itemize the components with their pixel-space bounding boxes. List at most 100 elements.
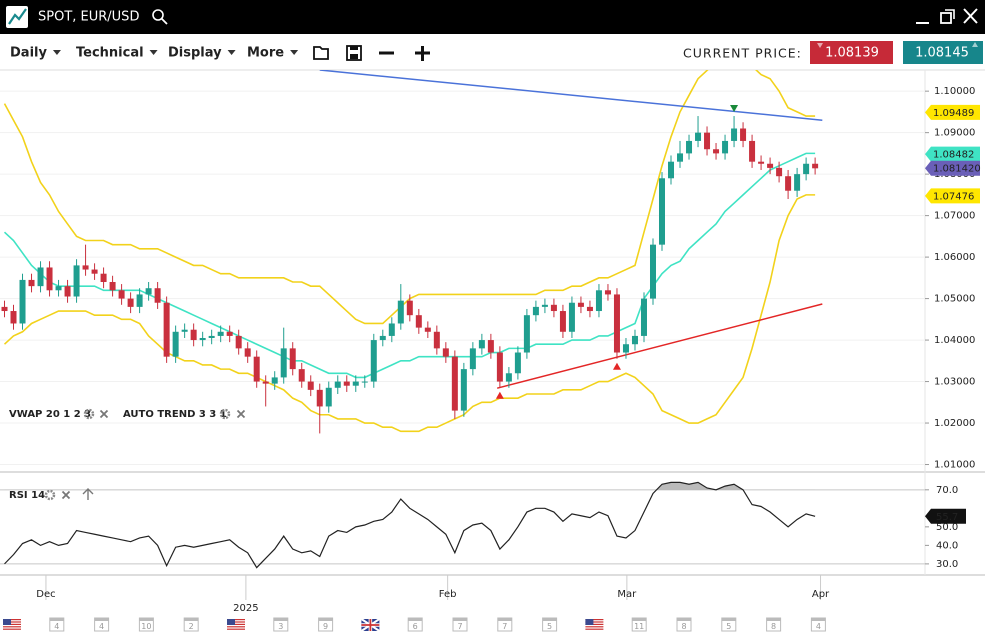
calendar-top	[453, 618, 467, 621]
flag-canton	[227, 619, 235, 625]
y-tick-label: 1.04000	[934, 335, 975, 346]
event-icon[interactable]	[227, 619, 245, 630]
menu-button[interactable]: More	[247, 46, 299, 61]
candle-body	[217, 331, 224, 336]
flag-stripe	[585, 626, 604, 628]
candle-body	[127, 298, 134, 307]
close-button[interactable]	[963, 8, 978, 24]
candle-body	[451, 356, 458, 411]
remove-icon[interactable]	[236, 409, 246, 419]
zoom-in-button[interactable]	[415, 46, 430, 61]
candle-body	[803, 163, 810, 175]
restore-button[interactable]	[940, 9, 955, 24]
buy-button[interactable]: 1.08145	[903, 41, 983, 64]
candle-body	[568, 302, 575, 332]
candle-body	[677, 153, 684, 162]
menu-button[interactable]: Daily	[10, 46, 61, 61]
save-button[interactable]	[346, 45, 362, 61]
rsi-line	[4, 481, 816, 569]
y-tick-label: 30.0	[936, 559, 958, 570]
y-tick-label: 1.01000	[934, 460, 975, 471]
candle-body	[19, 279, 26, 324]
event-label: 6	[413, 622, 418, 631]
event-icon[interactable]	[360, 618, 380, 632]
candle-body	[541, 304, 548, 307]
menu-button[interactable]: Technical	[76, 46, 158, 61]
event-icon[interactable]: 4	[810, 617, 826, 632]
event-icon[interactable]: 9	[318, 617, 334, 632]
calendar-top	[49, 618, 64, 621]
settings-icon[interactable]	[44, 489, 56, 501]
event-icon[interactable]: 3	[273, 617, 289, 632]
price-tag-label: 1.07476	[933, 191, 974, 202]
candle-body	[46, 267, 53, 291]
event-icon[interactable]: 5	[721, 617, 737, 632]
candle-body	[767, 163, 774, 168]
event-icon[interactable]: 11	[631, 617, 647, 632]
candle-body	[172, 331, 179, 357]
remove-icon[interactable]	[99, 409, 109, 419]
event-icon[interactable]: 4	[49, 617, 65, 632]
candle-body	[704, 132, 711, 150]
indicator-line	[3, 152, 816, 379]
price-tag	[925, 104, 980, 120]
candle-body	[388, 323, 395, 336]
ask-price: 1.08145	[915, 46, 969, 61]
open-button[interactable]	[313, 46, 329, 60]
event-icon[interactable]	[585, 619, 604, 630]
event-icon[interactable]: 10	[138, 617, 154, 632]
candle-body	[505, 373, 512, 382]
logo-line	[8, 8, 27, 25]
search-button[interactable]	[152, 9, 168, 25]
candle-body	[100, 273, 107, 282]
event-icon[interactable]: 7	[452, 617, 468, 632]
x-tick-label: Apr	[812, 589, 830, 600]
candle-body	[244, 348, 251, 357]
remove-icon[interactable]	[61, 490, 71, 500]
price-tag-label: 1.081420	[933, 164, 981, 175]
event-label: 8	[771, 622, 776, 631]
signal-marker	[612, 362, 621, 370]
candle-body	[91, 269, 98, 274]
candle-body	[415, 315, 422, 328]
event-icon[interactable]: 8	[676, 617, 692, 632]
candle-body	[136, 294, 143, 307]
candle-body	[686, 140, 693, 154]
signal-marker	[495, 391, 504, 399]
price-tag-label: 1.09489	[933, 108, 974, 119]
event-icon[interactable]: 8	[766, 617, 782, 632]
event-icon[interactable]: 4	[94, 617, 110, 632]
settings-icon[interactable]	[219, 408, 231, 420]
signal-marker	[730, 105, 739, 113]
calendar-top	[497, 618, 512, 621]
candle-body	[28, 279, 35, 287]
calendar-top	[677, 618, 691, 621]
candle-body	[713, 149, 720, 154]
menu-button[interactable]: Display	[168, 46, 236, 61]
candle-body	[785, 176, 792, 191]
y-tick-label: 1.06000	[934, 252, 975, 263]
y-tick-label: 1.02000	[934, 418, 975, 429]
candle-body	[307, 381, 314, 390]
move-up-icon[interactable]	[82, 488, 94, 500]
event-label: 10	[141, 622, 151, 631]
flag-stripe	[227, 621, 245, 623]
candle-body	[1, 306, 8, 312]
event-icon[interactable]: 7	[497, 617, 513, 632]
sell-button[interactable]: 1.08139	[810, 41, 893, 64]
event-label: 2	[189, 622, 194, 631]
calendar-top	[542, 618, 557, 621]
event-label: 3	[278, 622, 283, 631]
event-icon[interactable]	[3, 619, 21, 630]
event-icon[interactable]: 2	[183, 617, 199, 632]
event-icon[interactable]: 5	[542, 617, 558, 632]
calendar-top	[721, 618, 736, 621]
event-icon[interactable]: 6	[407, 617, 423, 632]
price-plot	[0, 70, 925, 466]
settings-icon[interactable]	[83, 408, 95, 420]
candle-body	[271, 377, 278, 384]
candle-body	[523, 315, 530, 353]
trend-line	[496, 303, 823, 389]
calendar-top	[318, 618, 333, 621]
rsi-tag-label: 55.7	[936, 512, 958, 523]
